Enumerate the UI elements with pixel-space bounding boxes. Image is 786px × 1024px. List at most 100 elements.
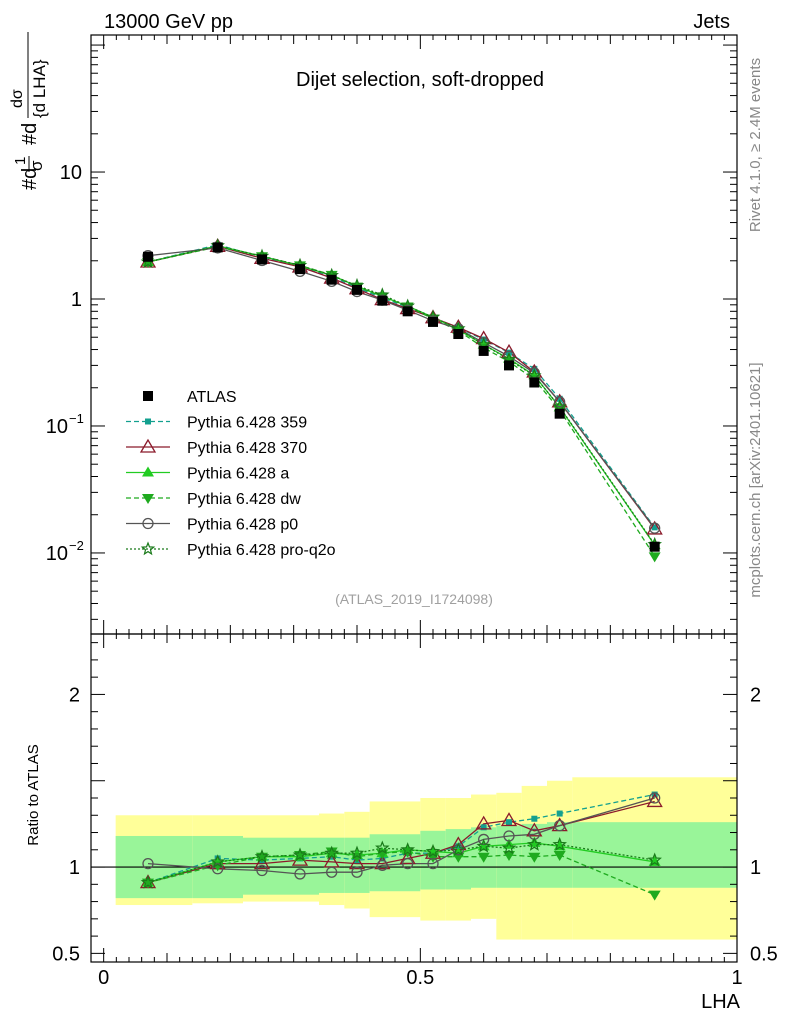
series-point-ratio (478, 833, 490, 846)
series-point-ratio (349, 845, 365, 860)
series-point-ratio (256, 864, 268, 877)
series-point-ratio (427, 857, 439, 870)
legend-label: Pythia 6.428 a (187, 466, 289, 483)
series-point-ratio (475, 815, 492, 830)
series-point-ratio (477, 852, 490, 863)
legend-label: Pythia 6.428 370 (187, 440, 307, 457)
legend-marker (139, 438, 157, 453)
series-point-ratio (253, 855, 271, 870)
atlas-data-point (295, 264, 305, 275)
series-point-main (649, 522, 661, 534)
series-line-main (147, 245, 656, 530)
legend-label: Pythia 6.428 359 (187, 415, 307, 432)
legend-marker (145, 418, 151, 425)
series-point-ratio (649, 792, 661, 804)
series-point-ratio (210, 854, 225, 869)
series-point-ratio (294, 868, 306, 880)
svg-text:dσ: dσ (9, 89, 26, 108)
atlas-data-point (212, 242, 223, 253)
series-point-main (648, 552, 661, 563)
atlas-data-point (428, 316, 438, 327)
svg-text:{d LHA}: {d LHA} (30, 59, 49, 118)
y-tick-label: 10 (60, 162, 82, 184)
series-point-ratio (451, 842, 466, 856)
svg-text:#d: #d (19, 123, 41, 145)
ratio-band-inner (243, 837, 281, 895)
ratio-y-tick-label-right: 2 (750, 684, 761, 706)
series-point-ratio (292, 847, 308, 862)
series-point-ratio (452, 852, 465, 863)
series-point-ratio (554, 819, 566, 832)
ratio-band-inner (281, 837, 319, 895)
mcplots-label: mcplots.cern.ch [arXiv:2401.10621] (747, 362, 764, 597)
x-tick-label: 0.5 (406, 967, 434, 989)
y-tick-label-exponent: −1 (69, 411, 84, 426)
series-point-ratio (325, 847, 338, 858)
ratio-y-axis-label: Ratio to ATLAS (25, 744, 42, 845)
series-point-ratio (140, 874, 156, 889)
series-point-ratio (528, 852, 541, 863)
series-point-ratio (556, 810, 563, 817)
atlas-data-point (649, 541, 660, 552)
legend-label: Pythia 6.428 p0 (187, 517, 298, 534)
chart-title: Dijet selection, soft-dropped (296, 69, 544, 91)
series-point-ratio (506, 819, 512, 826)
svg-text:σ: σ (27, 160, 46, 171)
atlas-data-point (352, 284, 362, 295)
series-line-main (147, 246, 656, 557)
ratio-y-tick-label: 0.5 (52, 943, 80, 965)
atlas-data-point (326, 274, 337, 285)
rivet-label: Rivet 4.1.0, ≥ 2.4M events (747, 58, 764, 232)
series-point-ratio (526, 822, 543, 837)
series-point-ratio (531, 815, 538, 822)
main-y-axis-label: #d 1 σ #d dσ {d LHA} (9, 32, 49, 190)
series-point-ratio (527, 836, 542, 851)
series-point-ratio (324, 845, 339, 860)
svg-text:1: 1 (12, 157, 29, 165)
atlas-data-point (504, 360, 514, 371)
analysis-label: (ATLAS_2019_I1724098) (335, 591, 493, 607)
series-point-main (651, 524, 658, 531)
series-point-ratio (476, 838, 491, 853)
atlas-data-point (453, 329, 464, 340)
series-point-ratio (553, 850, 566, 861)
legend-marker (143, 391, 153, 401)
series-point-ratio (254, 849, 270, 863)
ratio-y-tick-label: 2 (69, 684, 80, 706)
series-point-ratio (400, 842, 415, 856)
series-point-ratio (501, 840, 517, 855)
y-tick-label: 1 (71, 289, 82, 311)
series-point-ratio (503, 850, 515, 861)
x-tick-label: 1 (731, 967, 742, 989)
atlas-data-point (554, 408, 565, 419)
legend-label: Pythia 6.428 dw (187, 491, 301, 508)
y-tick-label: 10 (46, 416, 68, 438)
legend-marker (142, 517, 154, 530)
legend-marker (142, 466, 154, 477)
series-point-ratio (425, 843, 441, 858)
series-point-ratio (326, 866, 338, 878)
series-point-main (646, 520, 663, 535)
series-point-ratio (480, 824, 487, 831)
atlas-data-point (529, 377, 540, 388)
legend: ATLAS Pythia 6.428 359 Pythia 6.428 370 Pyt… (126, 389, 336, 559)
series-line-ratio (147, 843, 655, 884)
series-point-ratio (647, 852, 662, 867)
series-point-main (554, 396, 566, 408)
series-point-ratio (376, 859, 388, 871)
header-left: 13000 GeV pp (104, 11, 233, 33)
x-tick-label: 0 (98, 967, 109, 989)
atlas-data-point (402, 306, 413, 317)
series-point-ratio (142, 857, 154, 870)
atlas-data-point (257, 254, 267, 265)
atlas-data-point (478, 345, 489, 356)
series-point-ratio (351, 866, 363, 878)
series-point-ratio (399, 850, 416, 865)
legend-label: Pythia 6.428 pro-q2o (187, 542, 336, 559)
series-line-main (147, 244, 656, 528)
legend-label: ATLAS (187, 389, 237, 406)
series-point-ratio (646, 793, 663, 808)
legend-marker (140, 541, 156, 556)
series-point-ratio (500, 812, 518, 827)
